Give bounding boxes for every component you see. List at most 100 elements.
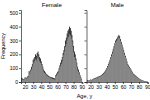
bar: [124, 55, 126, 82]
bar: [115, 40, 117, 82]
bar: [90, 80, 92, 82]
bar: [74, 52, 76, 82]
bar: [52, 79, 54, 82]
bar: [105, 70, 107, 82]
tick-label: 80: [71, 84, 77, 90]
bar: [64, 46, 66, 82]
tick-label: 30: [96, 84, 102, 90]
bar: [113, 46, 115, 82]
bar: [91, 80, 93, 82]
bar: [121, 46, 123, 82]
tick: 400: [10, 24, 21, 30]
bar: [71, 42, 73, 82]
bar: [73, 52, 75, 82]
bar: [49, 77, 51, 82]
bar: [89, 80, 91, 82]
y-axis: [85, 11, 88, 83]
bar: [80, 77, 82, 82]
bar: [79, 77, 81, 82]
bar: [121, 45, 123, 82]
tick-mark: [85, 82, 87, 83]
bar: [36, 53, 38, 82]
chart: 20304050607080900100200300400500FemaleFr…: [0, 0, 150, 100]
bar: [32, 60, 34, 82]
bar: [135, 76, 137, 82]
bar: [137, 78, 139, 82]
bar: [120, 39, 122, 82]
bar: [142, 81, 144, 82]
tick-label: 200: [10, 51, 19, 57]
bar: [99, 77, 101, 82]
bar: [141, 80, 143, 82]
bar: [138, 79, 140, 82]
bar: [103, 73, 105, 82]
bar: [87, 80, 89, 82]
bar: [146, 81, 148, 82]
panel: 20304050607080900100200300400500: [10, 10, 86, 90]
tick-label: 40: [104, 84, 110, 90]
bar: [48, 76, 50, 82]
tick-label: 400: [10, 24, 19, 30]
bar: [78, 72, 80, 82]
tick-label: 90: [145, 84, 150, 90]
bar: [92, 80, 94, 82]
bar: [40, 65, 42, 82]
tick: [85, 40, 87, 41]
bar: [122, 49, 124, 82]
bar: [139, 80, 141, 82]
bar: [28, 71, 30, 82]
bar: [39, 57, 41, 82]
bar: [145, 81, 147, 82]
bar: [124, 57, 126, 82]
tick-mark: [19, 54, 21, 55]
bar: [127, 65, 129, 82]
bar: [102, 74, 104, 82]
bar: [145, 81, 147, 82]
bar: [72, 47, 74, 82]
tick: 70: [63, 82, 69, 90]
bar: [77, 70, 79, 82]
bar: [81, 79, 83, 82]
bar: [144, 81, 146, 82]
tick-label: 60: [55, 84, 61, 90]
tick: 30: [31, 82, 37, 90]
tick: 60: [121, 82, 127, 90]
tick: 60: [55, 82, 61, 90]
bar: [120, 41, 122, 82]
bar: [74, 54, 76, 82]
tick-mark: [19, 27, 21, 28]
bar: [130, 70, 132, 82]
bar: [65, 40, 67, 82]
bar: [93, 79, 95, 82]
bar: [97, 78, 99, 82]
bar: [81, 80, 83, 82]
bar: [99, 76, 101, 82]
bar: [56, 74, 58, 82]
bar: [137, 78, 139, 82]
tick-label: 50: [47, 84, 53, 90]
bar: [119, 38, 121, 82]
tick: [85, 82, 87, 83]
bar: [96, 78, 98, 82]
bar: [145, 81, 147, 82]
bar: [37, 56, 39, 82]
tick: 30: [96, 82, 102, 90]
bar: [57, 71, 59, 82]
bar: [74, 57, 76, 82]
bar: [53, 78, 55, 82]
bar: [38, 59, 40, 82]
bar: [140, 80, 142, 82]
bar: [94, 79, 96, 82]
bar: [31, 67, 33, 82]
bar: [137, 78, 139, 82]
bar: [27, 76, 29, 82]
bar: [126, 63, 128, 82]
tick: 90: [145, 82, 150, 90]
tick-mark: [85, 27, 87, 28]
bar: [137, 77, 139, 82]
bar: [69, 34, 71, 82]
axis-line: [85, 11, 88, 83]
bar: [59, 65, 61, 82]
bar: [98, 76, 100, 82]
tick-label: 40: [39, 84, 45, 90]
